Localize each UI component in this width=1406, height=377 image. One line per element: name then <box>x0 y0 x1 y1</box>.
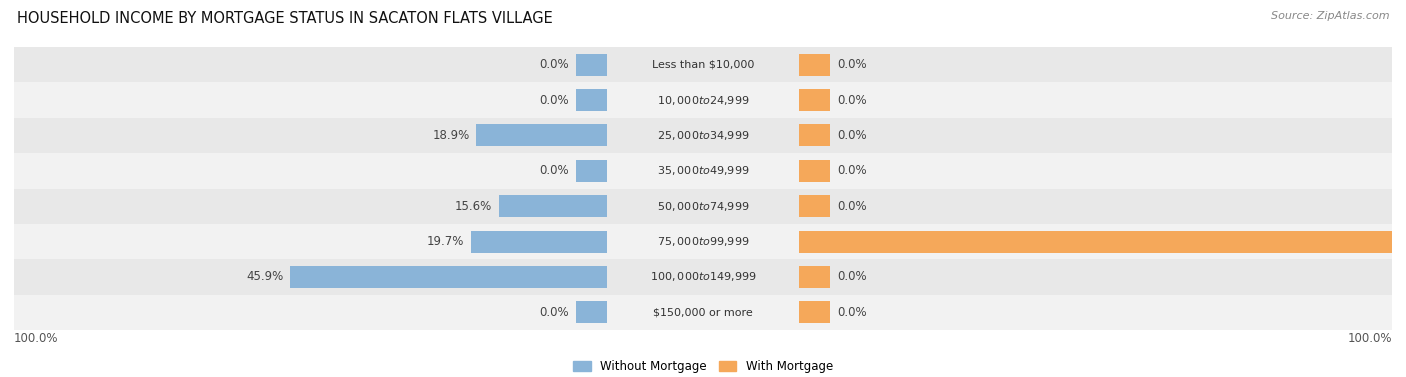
Bar <box>800 89 831 111</box>
Text: 0.0%: 0.0% <box>538 93 568 107</box>
Bar <box>14 259 1392 294</box>
Text: 0.0%: 0.0% <box>538 306 568 319</box>
Text: Source: ZipAtlas.com: Source: ZipAtlas.com <box>1271 11 1389 21</box>
Text: 0.0%: 0.0% <box>838 58 868 71</box>
Bar <box>800 231 1406 253</box>
Bar <box>14 118 1392 153</box>
Bar <box>575 89 606 111</box>
Bar <box>14 47 1392 83</box>
Bar <box>290 266 606 288</box>
Bar <box>499 195 606 217</box>
Bar <box>14 153 1392 188</box>
Bar <box>471 231 606 253</box>
Text: 0.0%: 0.0% <box>838 306 868 319</box>
Text: 15.6%: 15.6% <box>456 200 492 213</box>
Bar <box>14 224 1392 259</box>
Text: 0.0%: 0.0% <box>838 200 868 213</box>
Bar <box>575 160 606 182</box>
Bar <box>800 301 831 323</box>
Text: $50,000 to $74,999: $50,000 to $74,999 <box>657 200 749 213</box>
Text: $75,000 to $99,999: $75,000 to $99,999 <box>657 235 749 248</box>
Bar <box>800 124 831 146</box>
Bar <box>800 195 831 217</box>
Bar <box>477 124 606 146</box>
Bar <box>800 160 831 182</box>
Text: 100.0%: 100.0% <box>14 332 59 345</box>
Legend: Without Mortgage, With Mortgage: Without Mortgage, With Mortgage <box>568 355 838 377</box>
Text: 100.0%: 100.0% <box>1347 332 1392 345</box>
Text: $10,000 to $24,999: $10,000 to $24,999 <box>657 93 749 107</box>
Text: HOUSEHOLD INCOME BY MORTGAGE STATUS IN SACATON FLATS VILLAGE: HOUSEHOLD INCOME BY MORTGAGE STATUS IN S… <box>17 11 553 26</box>
Text: Less than $10,000: Less than $10,000 <box>652 60 754 70</box>
Text: $150,000 or more: $150,000 or more <box>654 307 752 317</box>
Text: 18.9%: 18.9% <box>432 129 470 142</box>
Bar <box>14 83 1392 118</box>
Text: $100,000 to $149,999: $100,000 to $149,999 <box>650 270 756 284</box>
Text: 45.9%: 45.9% <box>246 270 284 284</box>
Text: 0.0%: 0.0% <box>538 164 568 177</box>
Text: $35,000 to $49,999: $35,000 to $49,999 <box>657 164 749 177</box>
Text: 0.0%: 0.0% <box>838 270 868 284</box>
Text: 0.0%: 0.0% <box>538 58 568 71</box>
Bar <box>800 266 831 288</box>
Bar <box>575 54 606 76</box>
Bar <box>14 188 1392 224</box>
Bar <box>800 54 831 76</box>
Text: 0.0%: 0.0% <box>838 93 868 107</box>
Bar <box>575 301 606 323</box>
Text: 19.7%: 19.7% <box>426 235 464 248</box>
Text: 0.0%: 0.0% <box>838 164 868 177</box>
Bar <box>14 294 1392 330</box>
Text: $25,000 to $34,999: $25,000 to $34,999 <box>657 129 749 142</box>
Text: 0.0%: 0.0% <box>838 129 868 142</box>
